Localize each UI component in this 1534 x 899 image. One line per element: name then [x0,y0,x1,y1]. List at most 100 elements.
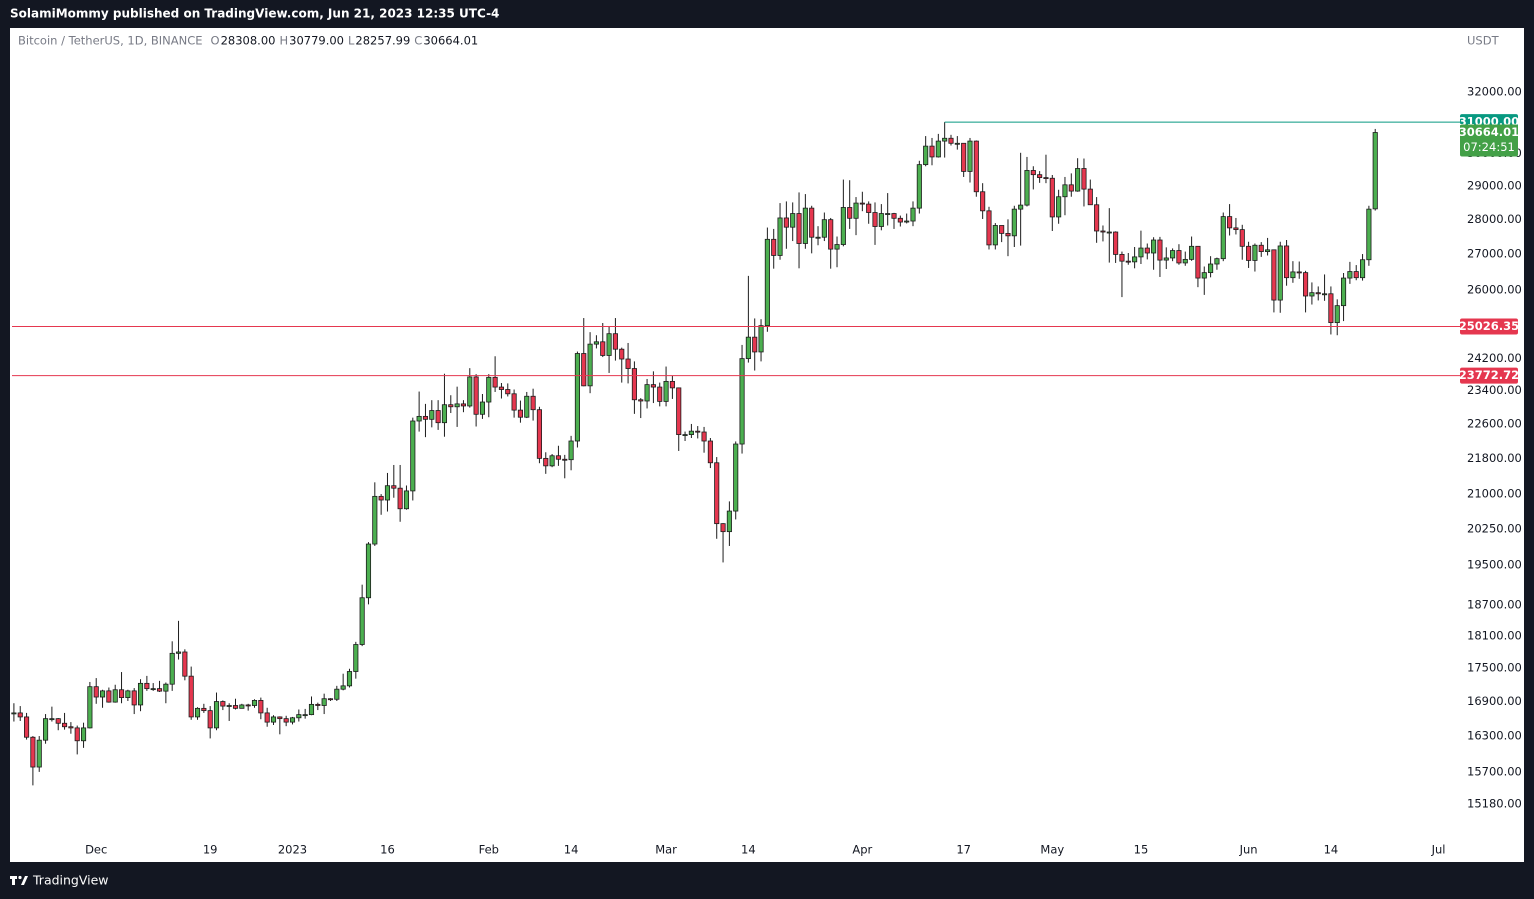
candle-body [1119,254,1125,262]
x-tick-label: 14 [564,843,579,857]
currency: USDT [1467,34,1500,48]
candle-body [112,689,118,703]
candle-body [1252,244,1258,261]
x-tick-label: 17 [956,843,971,857]
candle-body [87,686,93,729]
chart-panel [10,28,1524,862]
y-tick-label: 15180.00 [1467,797,1522,811]
candle-body [1233,227,1239,231]
candle-body [1189,245,1195,260]
candle-body [479,401,485,415]
y-tick-label: 18100.00 [1467,629,1522,643]
candle-body [986,210,992,246]
candle-body [397,487,403,510]
candle-body [403,490,410,510]
candle-body [1100,230,1106,233]
candle-body [460,403,467,407]
candle-body [201,707,207,712]
candle-body [517,409,523,418]
candle-body [644,384,650,402]
x-tick-label: 14 [1324,843,1339,857]
candle-body [758,325,764,353]
y-tick-label: 18700.00 [1467,597,1522,611]
candle-body [1132,256,1138,263]
countdown: 07:24:51 [1463,140,1515,154]
candle-body [334,688,340,700]
candle-body [125,690,131,698]
candle-body [365,543,372,599]
candle-body [878,213,884,227]
candle-body [752,336,758,353]
candle-body [897,217,903,223]
candle-body [296,714,302,719]
candle-body [308,703,315,716]
candle-body [1075,168,1081,192]
candle-body [1005,233,1011,237]
candle-body [701,431,707,442]
candle-body [11,712,17,715]
candle-body [505,389,511,395]
candle-body [593,341,599,345]
candle-body [1049,177,1055,218]
level-tag [1460,318,1518,335]
candle-body [30,736,36,768]
last-price-label: 30664.01 [1459,125,1519,139]
candle-body [416,415,422,422]
candle-body [441,404,448,424]
candle-body [954,142,960,145]
candle-body [1271,249,1277,301]
y-tick-label: 20250.00 [1467,521,1522,535]
candle-body [828,219,834,250]
candle-body [80,727,87,742]
candle-body [904,220,910,223]
candle-body [650,384,656,388]
candle-body [17,712,23,718]
candle-body [1201,272,1207,279]
candle-body [581,353,587,387]
candle-body [714,462,720,525]
candle-body [1011,208,1017,237]
level-label: 23772.72 [1459,368,1519,382]
candle-body [144,682,150,690]
candle-body [1195,245,1201,279]
candle-body [435,410,441,424]
candle-body [1265,249,1271,252]
y-tick-label: 28000.00 [1467,212,1522,226]
candle-body [777,217,783,256]
candle-body [1024,170,1030,206]
candle-body [232,705,239,709]
candle-body [175,651,182,654]
candle-body [802,207,808,244]
candle-body [429,410,435,420]
legend-value: 28308.00 [221,34,276,48]
candle-body [1328,293,1334,324]
legend-key: C [414,34,422,48]
candle-body [1056,196,1062,218]
x-tick-label: Dec [85,843,107,857]
candle-body [619,348,625,360]
candle-body [492,376,498,388]
candles [11,122,1378,786]
candle-body [156,688,163,692]
candle-body [1037,174,1043,179]
x-tick-label: 16 [380,843,395,857]
candle-body [1068,184,1074,192]
candle-body [821,219,827,238]
x-tick-label: Apr [852,843,872,857]
candle-body [840,207,846,245]
candle-body [980,191,986,212]
brand-logo [10,875,28,885]
candle-body [226,705,232,707]
candle-body [1176,250,1182,264]
x-tick-label: 14 [741,843,756,857]
candle-body [764,238,770,327]
candle-body [1214,258,1220,265]
candle-body [1138,247,1144,258]
candle-body [676,387,682,435]
candle-body [1366,208,1372,261]
candle-body [346,671,353,687]
level-label: 25026.35 [1459,319,1519,333]
candle-body [1144,247,1150,254]
x-tick-label: 19 [203,843,218,857]
candle-body [1341,277,1347,307]
